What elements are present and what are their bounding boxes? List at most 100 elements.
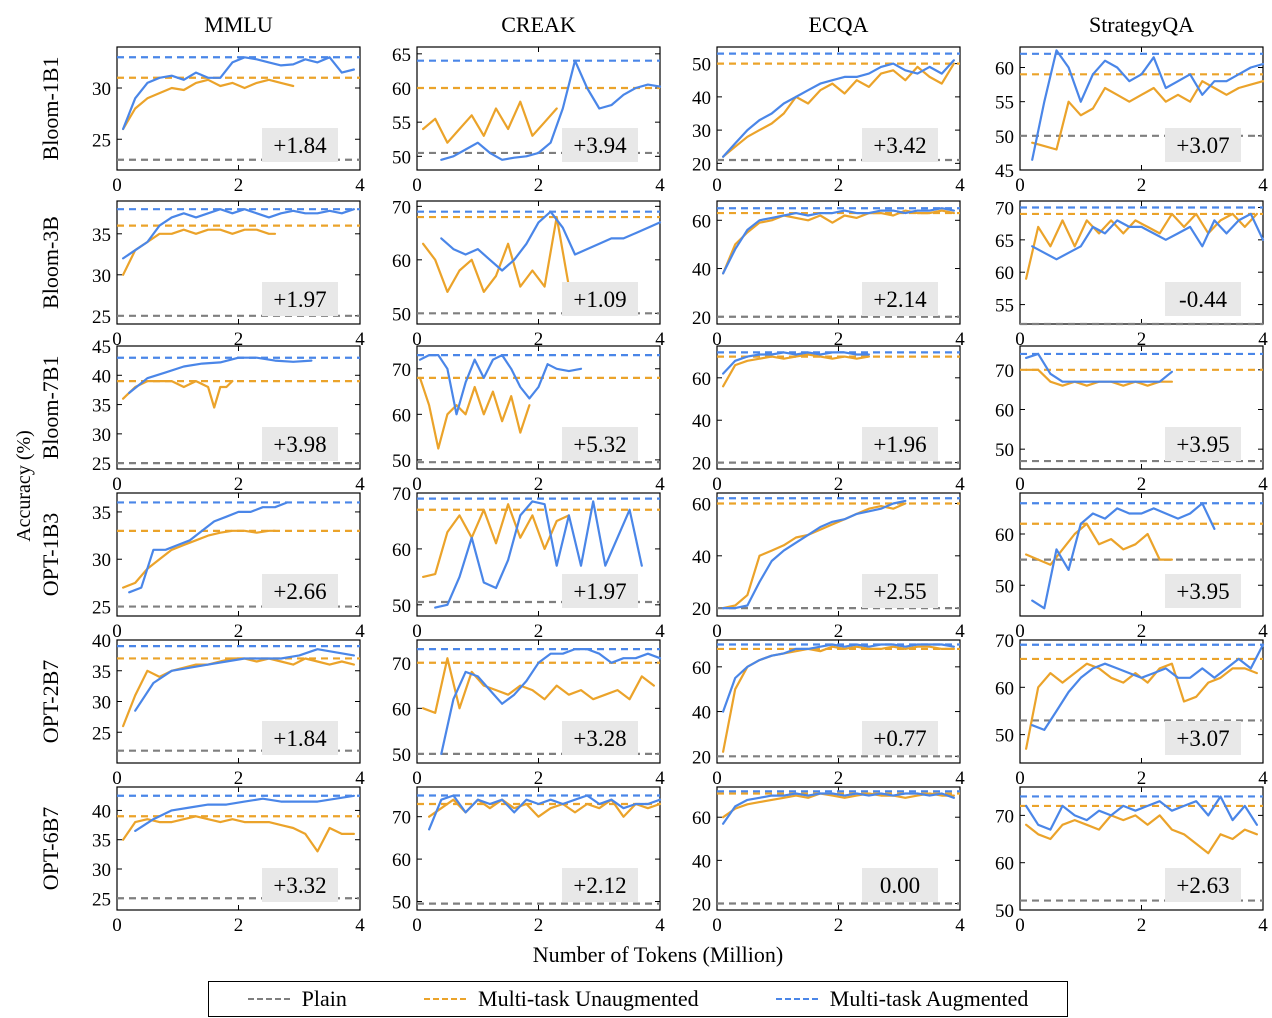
y-tick-label: 60 — [392, 405, 411, 426]
series-unaugmented-line — [721, 209, 956, 275]
y-tick-label: 25 — [92, 454, 111, 475]
series-augmented-line — [418, 354, 583, 416]
y-tick-label: 50 — [995, 726, 1014, 747]
series-augmented-line — [128, 501, 289, 594]
y-tick-label: 25 — [92, 307, 111, 328]
delta-label: +5.32 — [573, 432, 626, 457]
y-tick-label: 60 — [692, 658, 711, 679]
x-tick-label: 2 — [834, 621, 844, 642]
series-augmented-line — [428, 794, 662, 831]
y-tick-label: 35 — [92, 503, 111, 524]
series-augmented-line — [1024, 352, 1174, 383]
x-tick-label: 4 — [1258, 915, 1268, 936]
x-tick-label: 0 — [412, 175, 422, 196]
y-tick-label: 50 — [392, 893, 411, 914]
delta-badge — [262, 574, 338, 608]
series-unaugmented-line — [1024, 368, 1174, 387]
x-tick-label: 4 — [955, 175, 965, 196]
x-tick-label: 4 — [355, 175, 365, 196]
y-tick-label: 40 — [92, 366, 111, 387]
y-tick-label: 35 — [92, 662, 111, 683]
series-unaugmented-line — [121, 815, 355, 853]
y-tick-label: 30 — [92, 693, 111, 714]
x-tick-label: 4 — [1258, 621, 1268, 642]
y-tick-label: 20 — [692, 308, 711, 329]
x-tick-label: 4 — [655, 329, 665, 350]
series-augmented-line — [128, 356, 313, 394]
x-tick-label: 4 — [955, 768, 965, 789]
delta-label: +1.84 — [273, 726, 327, 751]
x-tick-label: 2 — [834, 474, 844, 495]
y-tick-label: 60 — [692, 494, 711, 515]
series-augmented-line — [134, 648, 355, 712]
delta-badge — [862, 427, 938, 461]
delta-label: +3.95 — [1176, 432, 1229, 457]
y-tick-label: 25 — [92, 723, 111, 744]
y-tick-label: 60 — [392, 251, 411, 272]
delta-badge — [562, 427, 638, 461]
x-tick-label: 4 — [1258, 474, 1268, 495]
y-tick-label: 35 — [92, 396, 111, 417]
series-unaugmented-line — [721, 792, 956, 819]
series-unaugmented-line — [422, 100, 558, 144]
delta-badge — [262, 128, 338, 162]
y-tick-label: 20 — [692, 599, 711, 620]
delta-label: +1.97 — [273, 287, 326, 312]
x-tick-label: 2 — [534, 915, 544, 936]
delta-badge — [1165, 721, 1241, 755]
y-tick-label: 70 — [392, 484, 411, 505]
legend-entry-unaugmented: Multi-task Unaugmented — [424, 986, 699, 1012]
x-tick-label: 4 — [355, 329, 365, 350]
y-tick-label: 50 — [392, 745, 411, 766]
delta-label: +2.66 — [273, 579, 326, 604]
y-tick-label: 50 — [392, 304, 411, 325]
legend-swatch-augmented — [775, 998, 818, 1000]
x-tick-label: 2 — [534, 175, 544, 196]
series-augmented-line — [1031, 212, 1265, 261]
series-augmented-line — [721, 792, 956, 825]
x-tick-label: 2 — [1137, 175, 1147, 196]
y-tick-label: 20 — [692, 747, 711, 768]
x-tick-label: 2 — [534, 768, 544, 789]
row-title: Bloom-3B — [38, 216, 63, 309]
series-augmented-line — [121, 56, 355, 131]
x-tick-label: 0 — [112, 768, 122, 789]
delta-label: +3.42 — [873, 133, 926, 158]
x-tick-label: 2 — [834, 329, 844, 350]
delta-label: +0.77 — [873, 726, 926, 751]
y-tick-label: 60 — [392, 850, 411, 871]
y-tick-label: 60 — [392, 79, 411, 100]
x-tick-label: 2 — [1137, 915, 1147, 936]
delta-label: +1.09 — [573, 287, 626, 312]
y-tick-label: 30 — [92, 550, 111, 571]
x-tick-label: 4 — [1258, 175, 1268, 196]
y-tick-label: 20 — [692, 454, 711, 475]
series-augmented-line — [1031, 49, 1265, 161]
x-tick-label: 2 — [534, 329, 544, 350]
delta-badge — [562, 128, 638, 162]
y-tick-label: 50 — [995, 440, 1014, 461]
y-tick-label: 40 — [692, 411, 711, 432]
x-tick-label: 0 — [712, 621, 722, 642]
y-tick-label: 35 — [92, 225, 111, 246]
series-augmented-line — [440, 647, 662, 756]
series-augmented-line — [721, 643, 956, 713]
y-tick-label: 25 — [92, 130, 111, 151]
row-title: Bloom-1B1 — [38, 57, 63, 161]
delta-label: +2.12 — [573, 873, 626, 898]
x-tick-label: 0 — [412, 915, 422, 936]
x-tick-label: 2 — [234, 474, 244, 495]
x-tick-label: 0 — [712, 474, 722, 495]
y-tick-label: 30 — [92, 266, 111, 287]
y-tick-label: 70 — [392, 360, 411, 381]
delta-badge — [262, 427, 338, 461]
legend-label-augmented: Multi-task Augmented — [829, 986, 1029, 1011]
series-unaugmented-line — [1024, 212, 1259, 280]
x-tick-label: 0 — [112, 474, 122, 495]
delta-badge — [1165, 868, 1241, 902]
series-unaugmented-line — [121, 78, 295, 131]
x-tick-label: 0 — [412, 474, 422, 495]
y-tick-label: 40 — [692, 547, 711, 568]
delta-badge — [262, 868, 338, 902]
